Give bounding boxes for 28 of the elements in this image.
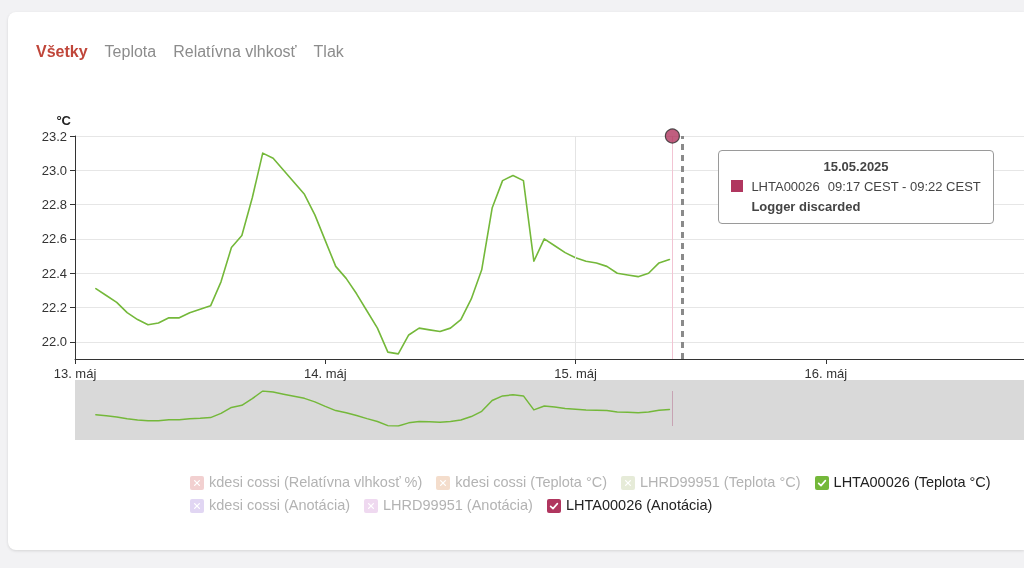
legend-label: LHRD99951 (Anotácia): [383, 497, 533, 514]
x-tick-label: 16. máj: [804, 366, 848, 381]
x-tick-label: 15. máj: [554, 366, 597, 381]
text: Tlak: [313, 43, 344, 61]
y-tick-label: 22.0: [41, 334, 67, 350]
y-tick-label: 22.8: [41, 197, 67, 213]
annotation: 15.05.2025: [822, 158, 890, 176]
y-tick-label: 22.6: [41, 231, 67, 247]
text: Všetky: [36, 43, 88, 61]
y-tick-label: 22.4: [41, 265, 67, 281]
legend-label: kdesi cossi (Teplota °C): [455, 474, 608, 491]
y-tick-label: 23.0: [41, 162, 67, 178]
legend-label: kdesi cossi (Relatívna vlhkosť %): [209, 474, 423, 491]
text: Teplota: [104, 43, 157, 61]
y-tick-label: 22.2: [41, 300, 67, 316]
annotation: LHTA00026: [751, 179, 820, 194]
annotation: 09:17 CEST - 09:22 CEST: [827, 179, 981, 194]
line-series: [95, 152, 671, 355]
y-tick-label: 23.2: [41, 128, 67, 144]
legend-label: LHTA00026 (Teplota °C): [833, 474, 991, 491]
legend-label: LHRD99951 (Teplota °C): [640, 474, 801, 491]
y-axis-title: °C: [56, 113, 72, 128]
legend-label: kdesi cossi (Anotácia): [209, 497, 351, 514]
text: Relatívna vlhkosť: [173, 43, 297, 61]
legend-label: LHTA00026 (Anotácia): [565, 497, 713, 514]
annotation: Logger discarded: [750, 198, 862, 216]
x-tick-label: 13. máj: [53, 366, 97, 381]
x-tick-label: 14. máj: [303, 366, 347, 381]
